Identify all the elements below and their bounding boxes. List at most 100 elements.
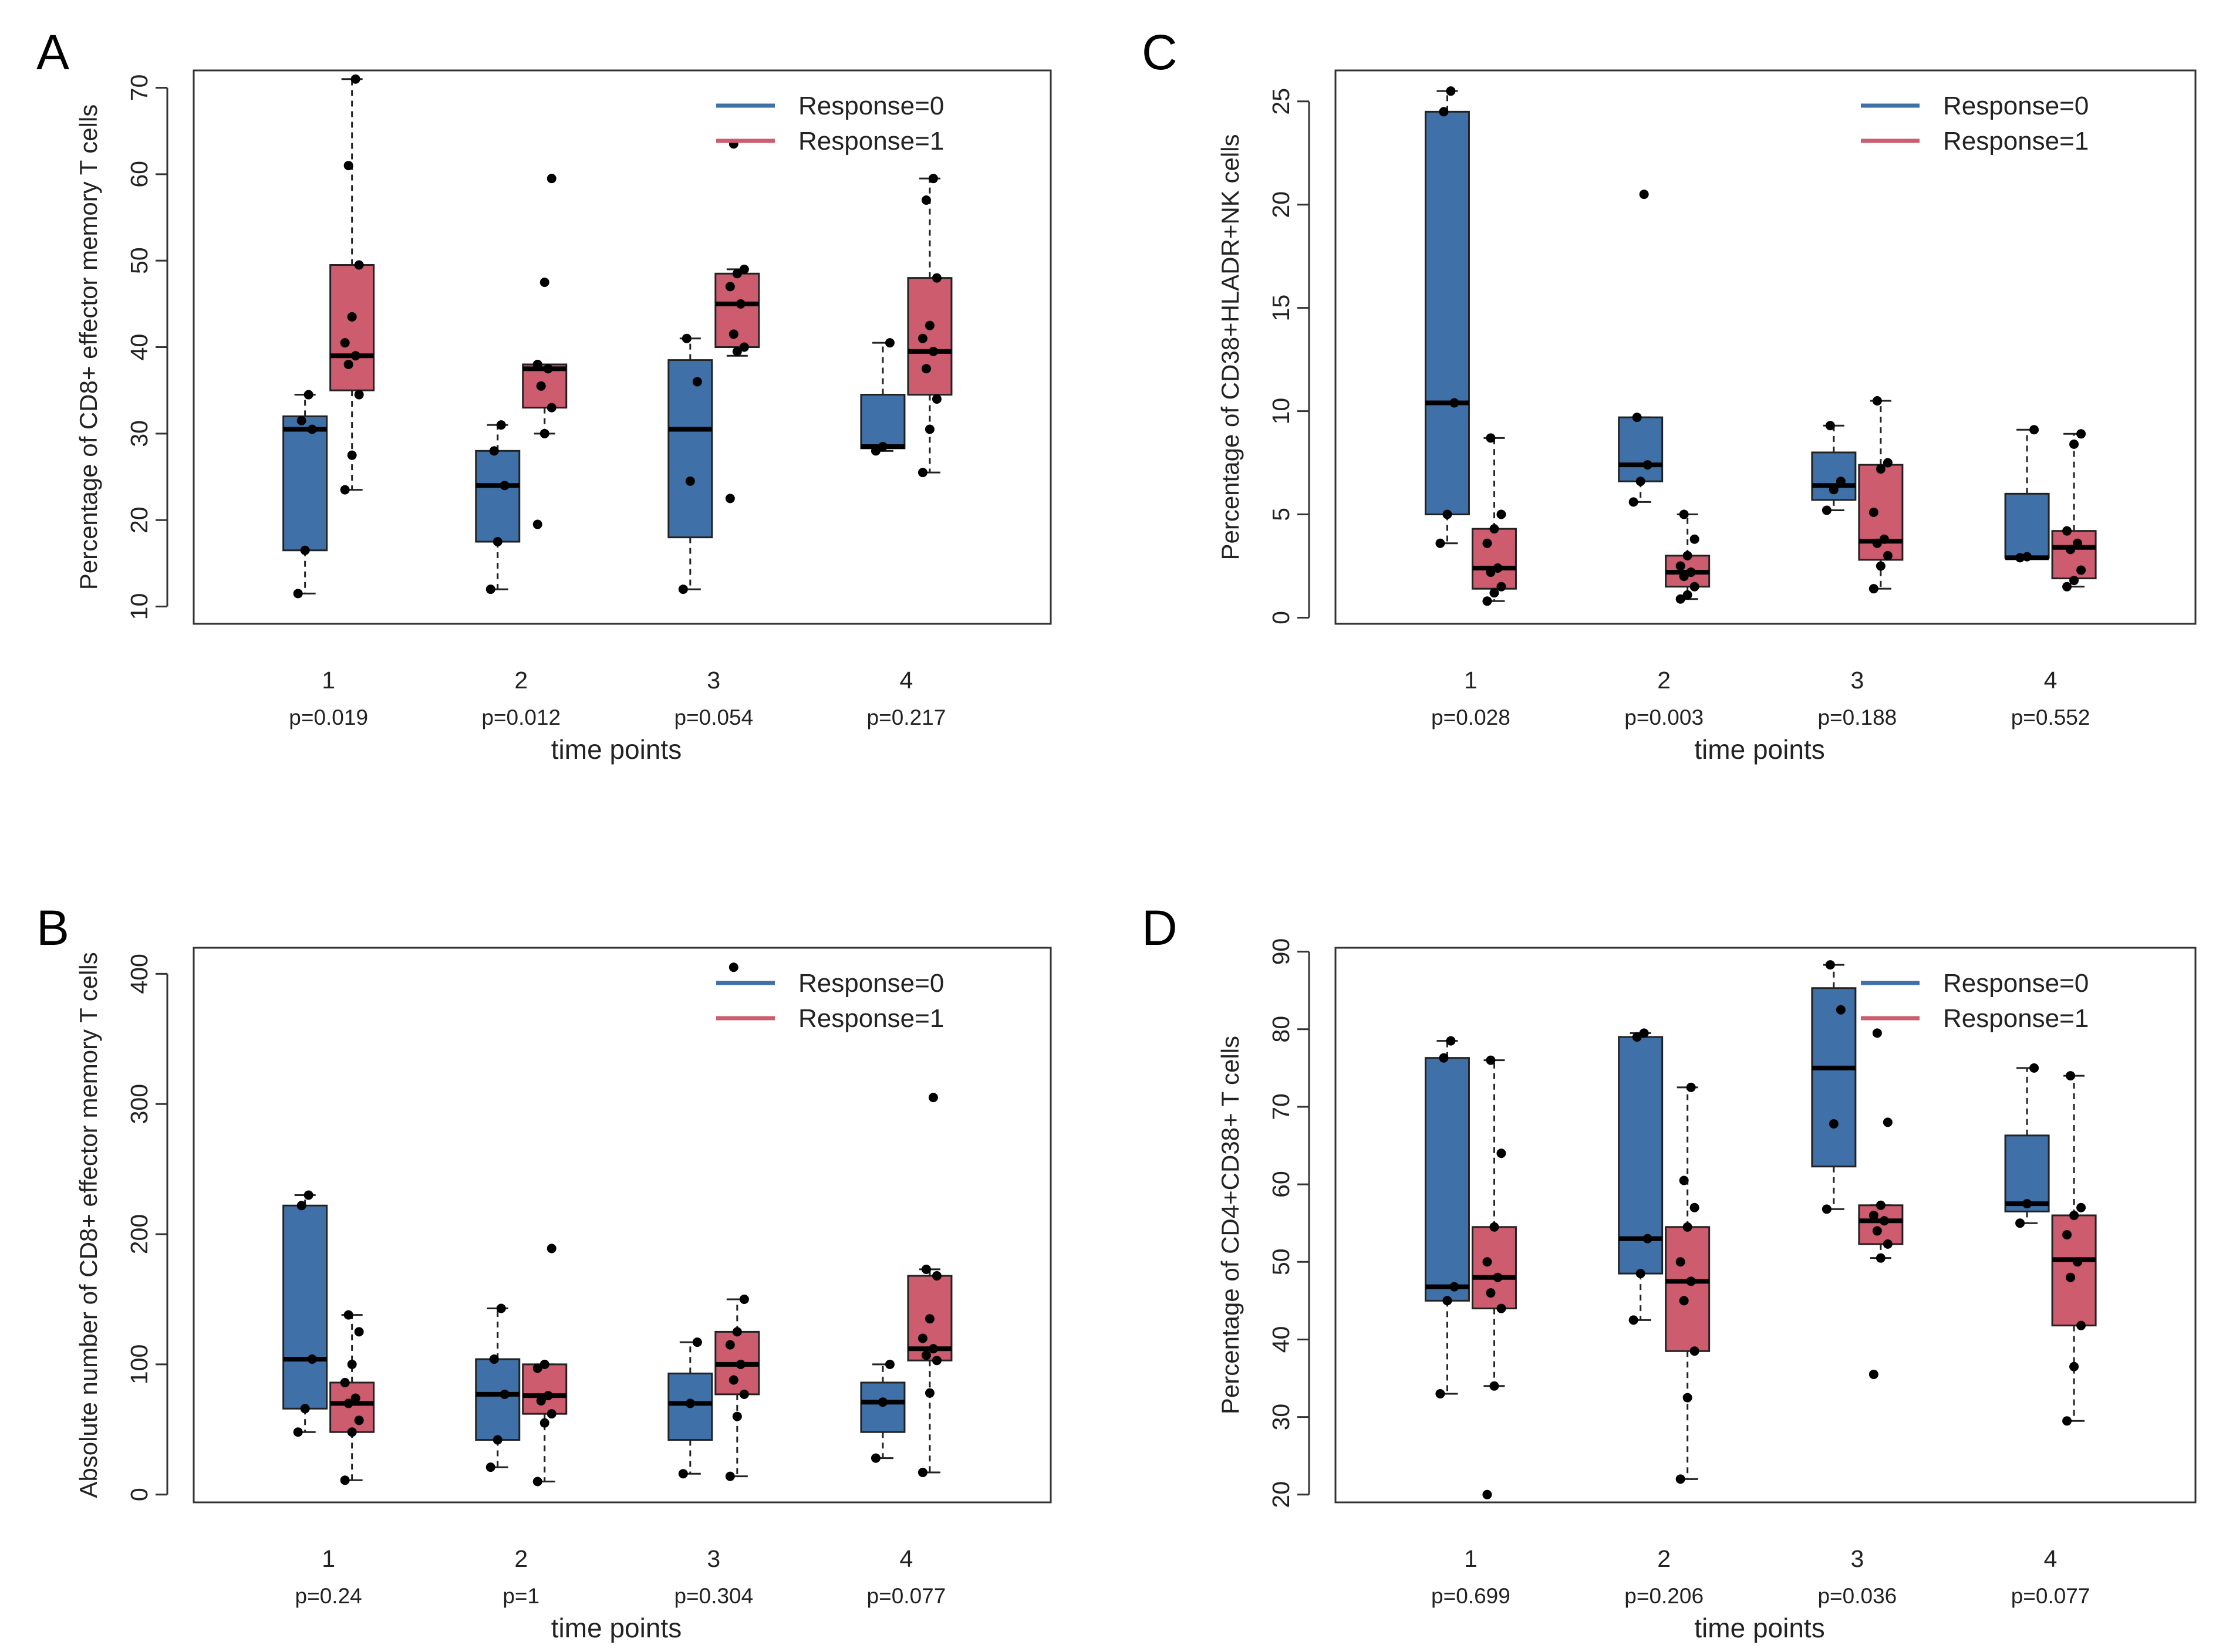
data-point — [1489, 524, 1499, 534]
data-point — [685, 1398, 695, 1408]
data-point — [2066, 1272, 2076, 1282]
y-tick-label: 90 — [1267, 938, 1294, 965]
data-point — [1486, 567, 1496, 577]
data-point — [1675, 594, 1685, 604]
box-response1 — [1471, 433, 1517, 606]
data-point — [1496, 1303, 1506, 1313]
data-point — [725, 494, 735, 504]
y-tick-label: 30 — [126, 420, 153, 447]
data-point — [932, 1271, 942, 1281]
data-point — [1675, 1257, 1685, 1267]
data-point — [1493, 1272, 1503, 1282]
data-point — [871, 1453, 881, 1463]
data-point — [547, 174, 556, 184]
data-point — [1682, 550, 1692, 560]
data-point — [1628, 497, 1638, 507]
data-point — [1442, 1296, 1452, 1306]
data-point — [485, 585, 495, 594]
y-tick-label: 0 — [126, 1488, 153, 1501]
data-point — [500, 481, 510, 491]
data-point — [547, 403, 556, 413]
data-point — [1689, 1202, 1699, 1212]
box-response0 — [2004, 1063, 2050, 1228]
data-point — [1675, 1474, 1685, 1484]
y-axis-title: Percentage of CD38+HLADR+NK cells — [1216, 134, 1244, 560]
data-point — [739, 264, 749, 274]
y-tick-label: 400 — [126, 954, 153, 994]
data-point — [932, 394, 942, 404]
box-response1 — [1858, 396, 1904, 594]
data-point — [539, 428, 549, 438]
box-response1 — [907, 1093, 953, 1477]
data-point — [2029, 1063, 2039, 1073]
data-point — [307, 424, 317, 434]
data-point — [1876, 464, 1886, 474]
y-tick-label: 100 — [126, 1344, 153, 1384]
x-tick-label: 4 — [900, 667, 913, 694]
data-point — [547, 1244, 556, 1254]
data-point — [293, 589, 303, 599]
panel-B: B 0 100 200 300 400 Absolute number of CD8+ ef… — [36, 900, 1052, 1643]
data-point — [1489, 1222, 1499, 1232]
y-tick-label: 40 — [126, 334, 153, 361]
x-tick-label: 1 — [322, 667, 335, 694]
data-point — [303, 1190, 313, 1200]
box-response1 — [522, 174, 568, 529]
data-point — [885, 338, 895, 348]
iqr-box — [329, 1381, 375, 1433]
data-point — [1689, 534, 1699, 544]
box-response1 — [1665, 1082, 1711, 1484]
data-point — [2069, 439, 2079, 449]
data-point — [925, 1388, 935, 1398]
data-point — [496, 420, 506, 430]
data-point — [2022, 1199, 2032, 1209]
data-point — [2073, 1257, 2083, 1267]
data-point — [1868, 584, 1878, 594]
box-response0 — [475, 1303, 521, 1472]
panel-letter: A — [36, 25, 69, 80]
data-point — [918, 468, 927, 478]
data-point — [928, 174, 938, 184]
data-point — [1642, 460, 1652, 470]
y-tick-label: 20 — [1267, 191, 1294, 218]
data-point — [1482, 596, 1492, 606]
p-value-label: p=0.077 — [2011, 1584, 2090, 1608]
data-point — [878, 441, 888, 451]
data-point — [350, 74, 360, 84]
p-value-label: p=0.206 — [1624, 1584, 1704, 1608]
data-point — [340, 338, 350, 348]
data-point — [918, 333, 927, 343]
data-point — [1496, 582, 1506, 592]
y-tick-label: 60 — [126, 161, 153, 188]
iqr-box — [1665, 1226, 1711, 1352]
data-point — [2076, 1320, 2086, 1330]
data-point — [732, 269, 742, 279]
box-response0 — [282, 390, 328, 599]
data-point — [1872, 1028, 1882, 1038]
data-point — [728, 1375, 738, 1385]
legend-label: Response=0 — [1943, 92, 2089, 120]
x-tick-label: 4 — [2044, 667, 2058, 694]
box-response1 — [1665, 509, 1711, 604]
p-value-label: p=1 — [502, 1584, 539, 1608]
y-tick-label: 80 — [1267, 1016, 1294, 1043]
box-response1 — [907, 174, 953, 478]
box-response0 — [1811, 960, 1857, 1214]
data-point — [1872, 396, 1882, 406]
panel-C: C 0 5 10 15 20 25 Percentage of CD38+HLADR+NK c… — [1142, 25, 2197, 765]
plot-frame — [193, 69, 1052, 625]
iqr-box — [475, 450, 521, 543]
panel-letter: B — [36, 900, 69, 955]
data-point — [725, 282, 735, 292]
data-point — [340, 1475, 350, 1485]
data-point — [1836, 1005, 1846, 1015]
data-point — [354, 1415, 364, 1425]
panel-letter: D — [1142, 900, 1178, 955]
box-response0 — [475, 420, 521, 594]
data-point — [354, 390, 364, 400]
data-point — [493, 1435, 502, 1445]
data-point — [739, 1389, 749, 1399]
y-axis-title: Absolute number of CD8+ effector memory … — [75, 952, 102, 1498]
data-point — [1686, 1082, 1696, 1092]
box-response1 — [329, 1310, 375, 1485]
